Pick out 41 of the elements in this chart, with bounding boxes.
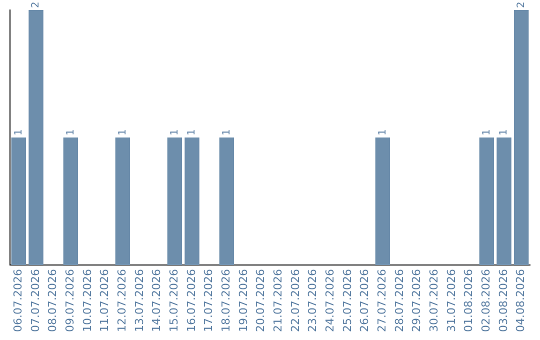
- x-tick-label: 14.07.2026: [150, 269, 164, 332]
- x-tick-label: 27.07.2026: [376, 269, 389, 332]
- x-tick-label: 20.07.2026: [254, 269, 268, 332]
- x-tick-label: 06.07.2026: [12, 269, 25, 332]
- x-tick-label: 24.07.2026: [324, 269, 337, 332]
- data-label: 1: [186, 129, 198, 136]
- x-tick-label: 11.07.2026: [98, 269, 112, 332]
- x-tick-label: 02.08.2026: [480, 269, 493, 332]
- x-tick-label: 13.07.2026: [132, 269, 146, 332]
- x-tick-label: 26.07.2026: [358, 269, 372, 332]
- x-tick-label: 30.07.2026: [428, 269, 441, 332]
- data-label: 1: [117, 129, 128, 136]
- data-label: 1: [13, 129, 24, 136]
- x-tick-label: 10.07.2026: [80, 269, 94, 332]
- x-tick-label: 09.07.2026: [64, 269, 77, 332]
- x-tick-label: 31.07.2026: [444, 269, 458, 332]
- x-tick-label: 04.08.2026: [514, 269, 528, 332]
- x-tick-label: 23.07.2026: [306, 269, 320, 332]
- data-label: 2: [516, 2, 527, 8]
- x-tick-label: 01.08.2026: [462, 269, 476, 332]
- data-label: 1: [221, 129, 232, 136]
- x-tick-label: 03.08.2026: [496, 269, 510, 332]
- x-tick-label: 07.07.2026: [28, 269, 42, 332]
- x-tick-label: 12.07.2026: [116, 269, 129, 332]
- x-tick-label: 18.07.2026: [220, 269, 233, 332]
- x-tick-label: 25.07.2026: [340, 269, 354, 332]
- data-label: 2: [30, 2, 42, 8]
- x-tick-label: 29.07.2026: [410, 269, 424, 332]
- x-tick-label: 22.07.2026: [288, 269, 302, 332]
- data-label: 1: [65, 129, 76, 136]
- x-tick-label: 28.07.2026: [392, 269, 406, 332]
- x-tick-label: 08.07.2026: [46, 269, 60, 332]
- data-label: 1: [498, 129, 510, 136]
- data-label: 1: [169, 129, 180, 136]
- x-tick-label: 15.07.2026: [168, 269, 181, 332]
- data-label: 1: [481, 129, 492, 136]
- data-label: 1: [377, 129, 388, 136]
- x-tick-label: 19.07.2026: [236, 269, 250, 332]
- x-tick-label: 16.07.2026: [184, 269, 198, 332]
- x-tick-label: 17.07.2026: [202, 269, 216, 332]
- x-tick-label: 21.07.2026: [272, 269, 285, 332]
